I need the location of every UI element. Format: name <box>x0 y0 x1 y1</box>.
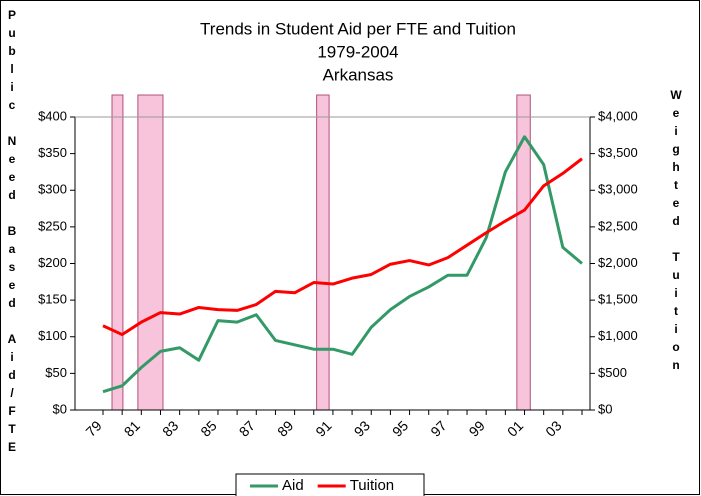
legend-label: Aid <box>282 477 304 494</box>
x-tick-label: 79 <box>82 417 104 439</box>
x-tick-label: 91 <box>312 417 334 439</box>
y-tick-label: $400 <box>38 108 67 123</box>
legend-label: Tuition <box>350 477 394 494</box>
y2-axis-label: Weighted Tuition <box>669 88 683 376</box>
x-tick-label: 95 <box>389 417 411 439</box>
x-tick-label: 85 <box>197 417 219 439</box>
x-tick-label: 01 <box>504 417 526 439</box>
y2-tick-label: $2,000 <box>598 255 638 270</box>
highlight-band <box>316 94 330 411</box>
x-tick-label: 81 <box>121 417 143 439</box>
x-tick-label: 99 <box>466 417 488 439</box>
y-tick-label: $250 <box>38 218 67 233</box>
y-tick-label: $150 <box>38 292 67 307</box>
y2-tick-label: $3,000 <box>598 182 638 197</box>
y2-tick-label: $4,000 <box>598 108 638 123</box>
y-axis-label: Public Need Based Aid/FTE <box>5 8 19 458</box>
y-tick-label: $100 <box>38 328 67 343</box>
chart-subtitle: 1979-2004 <box>317 42 398 61</box>
highlight-band <box>137 94 164 411</box>
highlight-band <box>111 94 124 411</box>
x-tick-label: 97 <box>427 417 449 439</box>
chart-subtitle: Arkansas <box>323 65 394 84</box>
y2-tick-label: $500 <box>598 365 627 380</box>
chart-title: Trends in Student Aid per FTE and Tuitio… <box>200 19 516 38</box>
series-line <box>102 157 583 337</box>
y2-tick-label: $1,000 <box>598 328 638 343</box>
y-tick-label: $300 <box>38 182 67 197</box>
y2-tick-label: $2,500 <box>598 218 638 233</box>
x-tick-label: 87 <box>236 417 258 439</box>
y-tick-label: $0 <box>53 401 67 416</box>
x-tick-label: 83 <box>159 417 181 439</box>
x-tick-label: 89 <box>274 417 296 439</box>
x-tick-label: 03 <box>542 417 564 439</box>
series-line <box>102 135 583 394</box>
y-tick-label: $50 <box>45 365 67 380</box>
y2-tick-label: $3,500 <box>598 145 638 160</box>
y2-tick-label: $1,500 <box>598 292 638 307</box>
y-tick-label: $350 <box>38 145 67 160</box>
y-tick-label: $200 <box>38 255 67 270</box>
y2-tick-label: $0 <box>598 401 612 416</box>
x-tick-label: 93 <box>351 417 373 439</box>
